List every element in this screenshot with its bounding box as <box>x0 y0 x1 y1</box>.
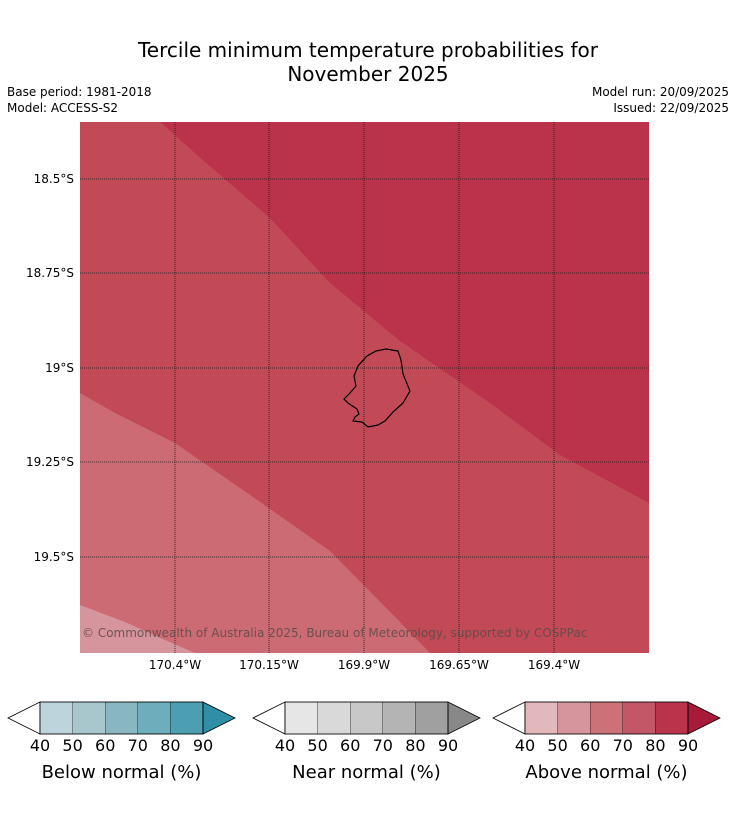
lat-label: 19°S <box>45 361 74 375</box>
legend-tick-label: 40 <box>275 736 295 755</box>
legend-tick-label: 60 <box>95 736 115 755</box>
legend-tick-label: 90 <box>193 736 213 755</box>
niue-island-outline <box>343 348 411 428</box>
legend-swatch <box>655 701 689 735</box>
zone-above-60-70 <box>80 393 430 653</box>
lon-label: 169.4°W <box>528 658 580 672</box>
lat-label: 18.75°S <box>26 266 74 280</box>
chart-title: Tercile minimum temperature probabilitie… <box>0 38 736 86</box>
legend-swatch <box>72 701 106 735</box>
legend-extend-high <box>202 701 236 735</box>
lat-axis-labels: 18.5°S 18.75°S 19°S 19.25°S 19.5°S <box>26 172 74 564</box>
legend-outline <box>39 701 204 735</box>
legend-tick-label: 90 <box>678 736 698 755</box>
legend-title: Below normal (%) <box>42 762 202 783</box>
legend-below-normal: 40 50 60 70 80 90 Below normal (%) <box>7 701 236 783</box>
legend-tick-label: 40 <box>30 736 50 755</box>
lon-axis-labels: 170.4°W 170.15°W 169.9°W 169.65°W 169.4°… <box>149 658 580 672</box>
legend-swatch <box>284 701 318 735</box>
model-run: Model run: 20/09/2025 <box>591 85 729 99</box>
legend-tick-label: 50 <box>307 736 327 755</box>
legend-outline <box>524 701 689 735</box>
legend-near-normal: 40 50 60 70 80 90 Near normal (%) <box>252 701 481 783</box>
base-period: Base period: 1981-2018 <box>7 85 152 99</box>
legend-tick-label: 80 <box>645 736 665 755</box>
legend-extend-high <box>687 701 721 735</box>
issued-date: Issued: 22/09/2025 <box>613 101 729 115</box>
zone-above-50-60 <box>80 605 195 653</box>
legend-swatch <box>382 701 416 735</box>
legend-title: Above normal (%) <box>525 762 687 783</box>
legend-swatch <box>350 701 383 735</box>
legend-swatch <box>137 701 171 735</box>
legend-tick-label: 50 <box>547 736 567 755</box>
legend-swatch <box>622 701 656 735</box>
copyright-text: © Commonwealth of Australia 2025, Bureau… <box>82 626 587 640</box>
lat-label: 19.25°S <box>26 455 74 469</box>
legend-swatch <box>317 701 351 735</box>
legend-above-normal: 40 50 60 70 80 90 Above normal (%) <box>492 701 721 783</box>
lat-label: 19.5°S <box>34 550 74 564</box>
legend-tick-label: 70 <box>128 736 148 755</box>
legend-swatch <box>39 701 73 735</box>
legend-tick-label: 70 <box>373 736 393 755</box>
legend-swatch <box>590 701 623 735</box>
lon-label: 170.15°W <box>239 658 299 672</box>
legend-swatch <box>105 701 138 735</box>
legend-tick-label: 90 <box>438 736 458 755</box>
legend-tick-label: 70 <box>613 736 633 755</box>
title-line-1: Tercile minimum temperature probabilitie… <box>137 38 599 62</box>
legend-tick-label: 50 <box>62 736 82 755</box>
legend-extend-low <box>492 701 526 735</box>
legend-tick-label: 60 <box>580 736 600 755</box>
legend-swatch <box>170 701 204 735</box>
legend-extend-low <box>7 701 41 735</box>
meta-left: Base period: 1981-2018 Model: ACCESS-S2 <box>7 84 152 116</box>
legend-tick-label: 60 <box>340 736 360 755</box>
legend-outline <box>284 701 449 735</box>
legend-swatch <box>524 701 558 735</box>
legend-extend-high <box>447 701 481 735</box>
probability-zones <box>80 122 649 653</box>
lon-label: 169.65°W <box>429 658 489 672</box>
legend-extend-low <box>252 701 286 735</box>
grid-lines <box>80 122 649 653</box>
legend-title: Near normal (%) <box>292 762 441 783</box>
title-line-2: November 2025 <box>287 62 449 86</box>
lon-label: 170.4°W <box>149 658 201 672</box>
meta-right: Model run: 20/09/2025 Issued: 22/09/2025 <box>592 84 729 116</box>
legend-tick-label: 80 <box>405 736 425 755</box>
lat-label: 18.5°S <box>34 172 74 186</box>
lon-label: 169.9°W <box>338 658 390 672</box>
legend-tick-label: 80 <box>160 736 180 755</box>
legend-tick-label: 40 <box>515 736 535 755</box>
legend-swatch <box>557 701 591 735</box>
model-name: Model: ACCESS-S2 <box>7 101 119 115</box>
zone-above-80-90 <box>160 122 649 503</box>
legend-swatch <box>415 701 449 735</box>
